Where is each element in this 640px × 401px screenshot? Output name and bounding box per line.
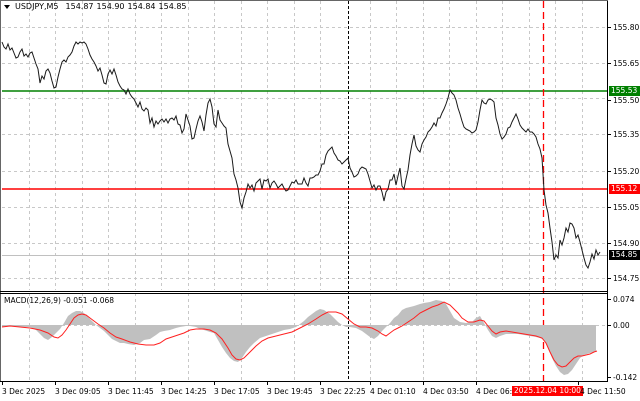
time-label: 3 Dec 17:05 <box>214 387 260 396</box>
time-label: 4 Dec 03:50 <box>423 387 469 396</box>
high-value: 154.90 <box>96 2 125 11</box>
price-line <box>1 41 601 270</box>
price-tick: 155.50 <box>608 96 639 105</box>
open-value: 154.87 <box>65 2 94 11</box>
macd-histogram <box>2 300 596 375</box>
support-price-label: 155.12 <box>609 184 640 194</box>
macd-tick: -0.142 <box>608 373 637 382</box>
symbol-label: USDJPY,M5 <box>15 2 59 11</box>
time-label: 3 Dec 14:25 <box>161 387 207 396</box>
price-tick: 155.35 <box>608 130 639 139</box>
price-tick: 155.65 <box>608 59 639 68</box>
macd-tick: 0.074 <box>608 295 634 304</box>
time-label: 3 Dec 09:05 <box>55 387 101 396</box>
time-label: 3 Dec 2025 <box>2 387 46 396</box>
close-value: 154.85 <box>158 2 187 11</box>
macd-signal-line <box>1 301 598 368</box>
low-value: 154.84 <box>127 2 156 11</box>
current-price-label: 154.85 <box>609 250 640 260</box>
time-label: 4 Dec 01:10 <box>370 387 416 396</box>
price-tick: 155.05 <box>608 203 639 212</box>
resistance-price-label: 155.53 <box>609 86 640 96</box>
price-tick: 155.20 <box>608 167 639 176</box>
main-grid <box>2 1 607 380</box>
price-tick: 154.75 <box>608 274 639 283</box>
price-tick: 154.90 <box>608 239 639 248</box>
macd-title: MACD(12,26,9) -0.051 -0.068 <box>4 296 115 305</box>
chart-header: USDJPY,M5 154.87 154.90 154.84 154.85 <box>4 2 187 11</box>
time-label: 3 Dec 19:45 <box>267 387 313 396</box>
time-label: 3 Dec 22:25 <box>320 387 366 396</box>
macd-tick: 0.00 <box>608 321 630 330</box>
price-tick: 155.80 <box>608 23 639 32</box>
time-label: 4 Dec 11:50 <box>580 387 626 396</box>
dropdown-triangle-icon[interactable] <box>4 4 10 9</box>
time-label: 3 Dec 11:45 <box>108 387 154 396</box>
time-label: 4 Dec 06:3 <box>476 387 517 396</box>
event-time-label: 2025.12.04 10:00 <box>512 386 583 396</box>
